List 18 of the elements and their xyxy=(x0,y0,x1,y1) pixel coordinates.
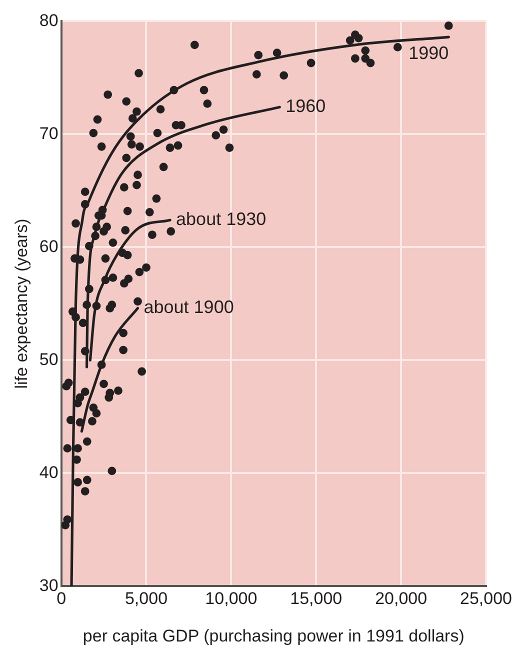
y-axis-title: life expectancy (years) xyxy=(12,218,31,389)
series-label: about 1900 xyxy=(144,297,234,318)
series-label: 1990 xyxy=(408,42,449,63)
x-axis-title: per capita GDP (purchasing power in 1991 dollars) xyxy=(82,626,464,646)
x-tick-label: 20,000 xyxy=(375,589,428,608)
series-label: about 1930 xyxy=(176,209,266,230)
x-tick-label: 25,000 xyxy=(460,589,512,608)
y-tick-label: 30 xyxy=(39,576,58,595)
y-tick-label: 40 xyxy=(39,462,58,482)
x-tick-label: 10,000 xyxy=(205,589,258,608)
x-tick-label: 0 xyxy=(56,589,66,608)
y-tick-label: 80 xyxy=(39,10,58,30)
series-label: 1960 xyxy=(286,96,326,116)
x-tick-label: 15,000 xyxy=(290,589,342,608)
y-tick-label: 50 xyxy=(39,350,58,369)
y-tick-label: 70 xyxy=(39,124,58,143)
y-tick-label: 60 xyxy=(39,236,58,256)
x-tick-label: 5,000 xyxy=(124,589,168,608)
